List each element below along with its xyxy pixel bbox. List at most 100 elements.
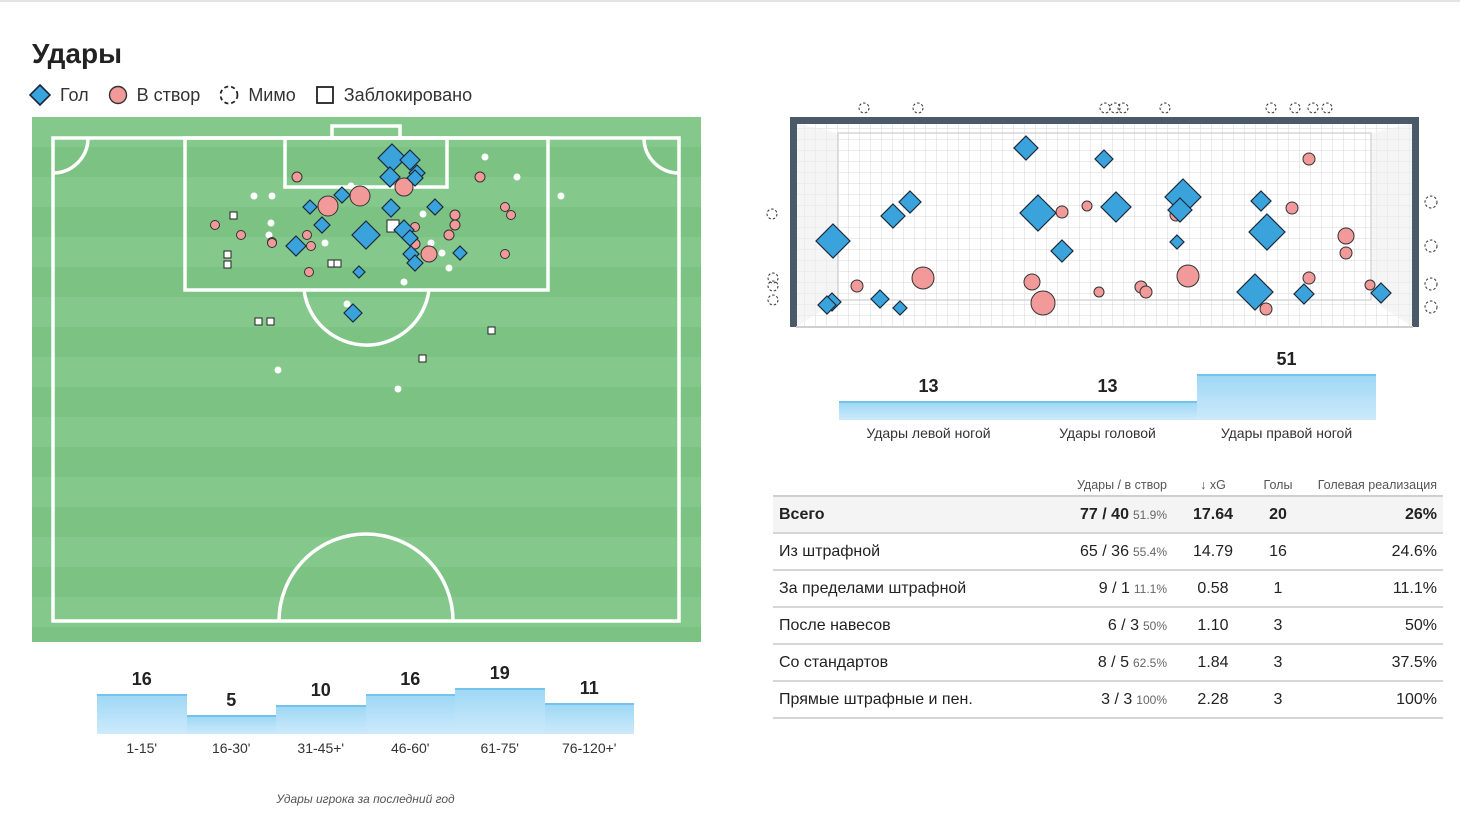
time-bar-value: 11	[579, 678, 599, 699]
row-shots-value: 9 / 1	[1098, 579, 1130, 597]
time-distribution-chart: 16 1-15' 5 16-30' 10 31-45+' 16 46-60' 19 61-75' 1…	[97, 660, 634, 760]
goal-shots	[285, 143, 468, 323]
row-shots-value: 8 / 5	[1097, 653, 1129, 671]
table-row: Всего 77 / 40 51.9% 17.64 20 26%	[773, 496, 1443, 534]
legend-label-blocked: Заблокировано	[343, 84, 473, 105]
row-goals: 16	[1253, 533, 1303, 571]
row-label: За пределами штрафной	[773, 570, 1043, 608]
row-label: Со стандартов	[773, 644, 1043, 682]
time-bar-value: 16	[131, 668, 152, 689]
header-goals[interactable]: Голы	[1263, 477, 1293, 492]
square-icon	[315, 86, 334, 104]
body-part-bar-group[interactable]: 51 Удары правой ногой	[1197, 340, 1376, 441]
table-row: Прямые штрафные и пен. 3 / 3 100% 2.28 3 100%	[773, 681, 1443, 719]
time-bar-value: 19	[489, 663, 510, 683]
time-bar-label: 76-120+'	[562, 740, 617, 756]
row-goals: 3	[1253, 644, 1303, 682]
legend-item-on-target[interactable]: В створ	[107, 84, 201, 106]
legend-item-goal[interactable]: Гол	[28, 83, 89, 107]
time-bar-label: 61-75'	[480, 740, 519, 756]
row-shots-value: 6 / 3	[1107, 616, 1139, 634]
row-conversion: 100%	[1303, 681, 1443, 719]
header-empty	[773, 474, 1043, 496]
header-conversion[interactable]: Голевая реализация	[1317, 477, 1437, 492]
time-bar-label: 46-60'	[391, 740, 430, 756]
time-bar	[276, 705, 366, 734]
row-shots: 6 / 3 50%	[1043, 607, 1173, 645]
top-divider	[0, 0, 1460, 2]
legend-item-missed[interactable]: Мимо	[218, 84, 296, 106]
row-xg: 2.28	[1173, 681, 1253, 719]
time-bar-group[interactable]: 19 61-75'	[455, 660, 545, 756]
row-xg: 17.64	[1173, 496, 1253, 534]
time-bar-value: 5	[226, 689, 237, 710]
body-part-chart: 13 Удары левой ногой 13 Удары головой 51 Удар…	[839, 340, 1376, 450]
row-shots-value: 77 / 40	[1080, 505, 1129, 523]
time-bar	[455, 688, 545, 734]
time-bar-group[interactable]: 10 31-45+'	[276, 660, 366, 756]
table-row: Со стандартов 8 / 5 62.5% 1.84 3 37.5%	[773, 644, 1443, 682]
row-shots-value: 3 / 3	[1101, 690, 1133, 708]
header-xg[interactable]: ↓ xG	[1173, 474, 1253, 496]
time-bar-group[interactable]: 16 1-15'	[97, 660, 187, 756]
table-row: Из штрафной 65 / 36 55.4% 14.79 16 24.6%	[773, 533, 1443, 571]
time-bar-label: 1-15'	[126, 740, 158, 756]
row-shots-pct: 62.5%	[1132, 655, 1167, 670]
row-xg: 1.10	[1173, 607, 1253, 645]
row-shots-value: 65 / 36	[1080, 542, 1129, 560]
row-shots-pct: 55.4%	[1132, 544, 1167, 559]
body-part-bar	[1197, 374, 1376, 420]
time-bar	[97, 693, 187, 734]
body-part-bar-label: Удары левой ногой	[866, 425, 991, 441]
row-shots: 9 / 1 11.1%	[1043, 570, 1173, 608]
row-shots-pct: 11.1%	[1133, 581, 1167, 596]
header-xg-label: xG	[1209, 477, 1226, 492]
row-conversion: 11.1%	[1303, 570, 1443, 608]
body-part-bar-value: 51	[1276, 349, 1297, 369]
row-goals: 3	[1253, 681, 1303, 719]
row-label: Всего	[773, 496, 1043, 534]
time-bar-group[interactable]: 16 46-60'	[365, 660, 455, 756]
page-title: Удары	[32, 38, 123, 69]
body-part-bar-label: Удары головой	[1059, 425, 1156, 441]
shot-map-pitch	[32, 117, 701, 642]
goal-placement-map	[760, 95, 1450, 335]
body-part-bar	[1018, 400, 1197, 420]
time-bar-group[interactable]: 5 16-30'	[186, 660, 276, 756]
legend-label-goal: Гол	[60, 84, 89, 105]
time-bar-group[interactable]: 11 76-120+'	[544, 660, 634, 756]
missed-shots	[250, 153, 565, 393]
header-shots[interactable]: Удары / в створ	[1076, 477, 1167, 492]
chart-caption: Удары игрока за последний год	[276, 792, 455, 806]
table-row: За пределами штрафной 9 / 1 11.1% 0.58 1 11.1…	[773, 570, 1443, 608]
sort-desc-icon: ↓	[1200, 477, 1207, 492]
diamond-icon	[28, 83, 52, 107]
time-bar	[186, 714, 276, 734]
row-label: После навесов	[773, 607, 1043, 645]
legend-item-blocked[interactable]: Заблокировано	[314, 84, 472, 106]
row-conversion: 26%	[1303, 496, 1443, 534]
goal-missed-shots	[766, 102, 1438, 314]
row-shots: 3 / 3 100%	[1043, 681, 1173, 719]
row-conversion: 24.6%	[1303, 533, 1443, 571]
legend: Гол В створ Мимо Заблокировано	[28, 82, 490, 108]
row-goals: 3	[1253, 607, 1303, 645]
time-bar-value: 16	[400, 668, 421, 689]
body-part-bar-label: Удары правой ногой	[1220, 425, 1353, 441]
body-part-bar-value: 13	[918, 375, 939, 396]
body-part-bar-value: 13	[1097, 375, 1118, 396]
time-bar	[365, 693, 455, 734]
body-part-bar-group[interactable]: 13 Удары головой	[1018, 340, 1197, 441]
time-bar-label: 16-30'	[212, 740, 251, 756]
dashed-circle-icon	[219, 85, 239, 105]
row-shots-pct: 100%	[1136, 692, 1167, 707]
body-part-bar-group[interactable]: 13 Удары левой ногой	[839, 340, 1018, 441]
row-shots: 8 / 5 62.5%	[1043, 644, 1173, 682]
time-bar	[544, 703, 634, 734]
row-shots: 65 / 36 55.4%	[1043, 533, 1173, 571]
legend-label-on-target: В створ	[136, 84, 201, 105]
pitch-lines	[51, 124, 681, 623]
row-xg: 14.79	[1173, 533, 1253, 571]
goal-goal-shots	[815, 135, 1392, 316]
body-part-bar	[839, 400, 1018, 420]
